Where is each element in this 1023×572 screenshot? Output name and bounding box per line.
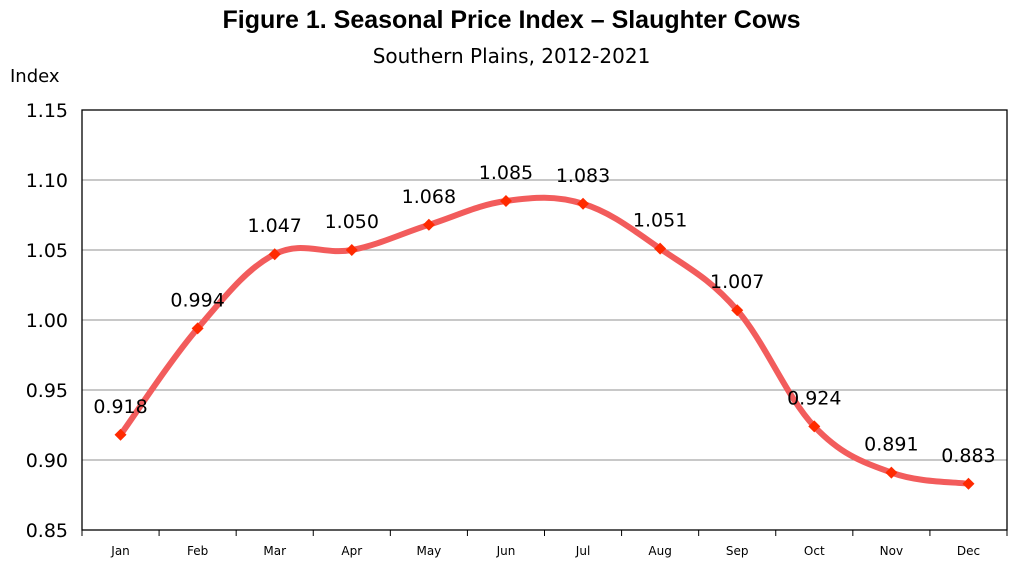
y-axis-label: Index	[10, 66, 60, 87]
data-point	[268, 248, 281, 261]
y-tick-label: 1.00	[26, 310, 68, 332]
data-label: 1.068	[402, 186, 456, 208]
data-point	[577, 197, 590, 210]
y-tick-label: 1.05	[26, 240, 68, 262]
data-point	[499, 195, 512, 207]
y-tick-label: 0.95	[26, 380, 68, 402]
x-tick-label: Aug	[648, 544, 671, 558]
x-tick-label: Mar	[263, 544, 286, 558]
data-point	[191, 322, 204, 335]
data-label: 1.051	[633, 210, 687, 232]
series-line	[117, 194, 972, 487]
data-label: 1.007	[710, 271, 764, 293]
x-tick-label: Jun	[496, 544, 516, 558]
x-tick-label: Apr	[341, 544, 362, 558]
data-label: 0.924	[787, 387, 841, 409]
y-tick-label: 1.15	[26, 100, 68, 122]
x-tick-label: Jan	[110, 544, 130, 558]
data-label: 0.994	[170, 289, 224, 311]
x-tick-label: Jul	[575, 544, 590, 558]
x-tick-label: Oct	[804, 544, 825, 558]
data-label: 1.085	[479, 162, 533, 184]
x-tick-label: Feb	[187, 544, 208, 558]
y-tick-label: 0.85	[26, 520, 68, 542]
data-label: 1.047	[248, 215, 302, 237]
data-point	[654, 242, 667, 255]
data-label: 1.083	[556, 165, 610, 187]
data-label: 0.891	[864, 434, 918, 456]
x-tick-label: Dec	[957, 544, 980, 558]
chart-title: Figure 1. Seasonal Price Index – Slaught…	[222, 6, 801, 34]
x-tick-label: Nov	[880, 544, 903, 558]
y-tick-label: 1.10	[26, 170, 68, 192]
data-label: 1.050	[325, 211, 379, 233]
data-point	[808, 420, 821, 433]
data-label: 0.918	[93, 396, 147, 418]
data-label: 0.883	[941, 445, 995, 467]
data-point	[885, 466, 898, 479]
data-point	[114, 428, 127, 441]
data-point	[345, 244, 358, 256]
data-point	[731, 304, 744, 317]
data-point	[962, 477, 975, 490]
x-tick-label: May	[416, 544, 441, 558]
chart-subtitle: Southern Plains, 2012-2021	[372, 44, 651, 68]
x-tick-label: Sep	[726, 544, 749, 558]
data-point	[422, 218, 435, 231]
y-tick-label: 0.90	[26, 450, 68, 472]
